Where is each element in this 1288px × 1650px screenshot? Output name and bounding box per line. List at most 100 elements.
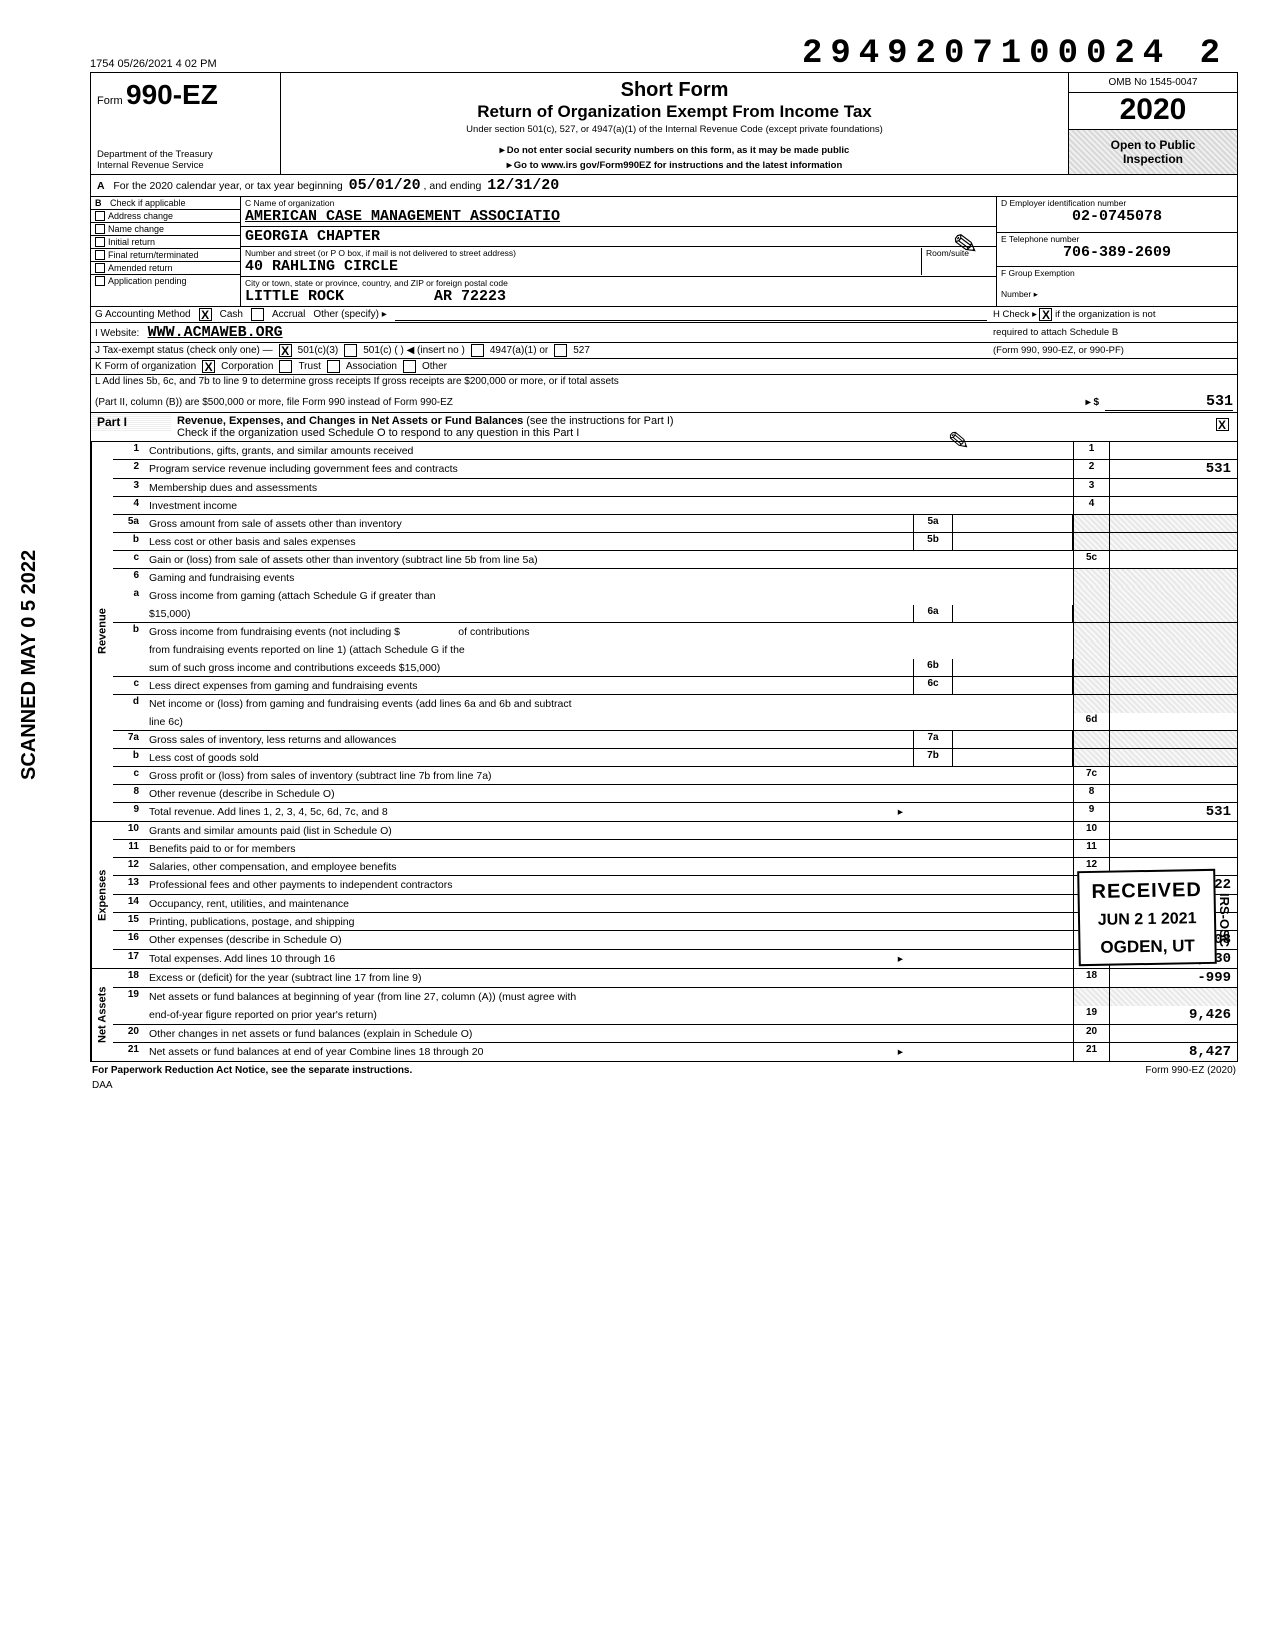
line-number: 20 — [113, 1025, 147, 1042]
form-header: Form 990-EZ Department of the Treasury I… — [91, 73, 1237, 175]
goto-url: Go to www.irs gov/Form990EZ for instruct… — [289, 160, 1060, 171]
netassets-table: 18 Excess or (deficit) for the year (sub… — [113, 969, 1237, 1061]
checkbox-527[interactable] — [554, 344, 567, 357]
checkbox-address-change[interactable] — [95, 211, 105, 221]
checkbox-501c[interactable] — [344, 344, 357, 357]
line-value — [1109, 442, 1237, 459]
checkbox-association[interactable] — [327, 360, 340, 373]
part-i-title: Revenue, Expenses, and Changes in Net As… — [177, 415, 523, 427]
line-value — [1109, 767, 1237, 784]
line-number: 18 — [113, 969, 147, 987]
checkbox-schedule-o[interactable]: X — [1216, 418, 1229, 431]
line-a-mid: , and ending — [424, 180, 482, 192]
line-h-tail1: if the organization is not — [1055, 309, 1155, 320]
line-number: 10 — [113, 822, 147, 839]
checkbox-accrual[interactable] — [251, 308, 264, 321]
line-description: Occupancy, rent, utilities, and maintena… — [147, 895, 1073, 912]
checkbox-initial-return[interactable] — [95, 237, 105, 247]
table-row: 6 Gaming and fundraising events — [113, 569, 1237, 587]
table-row: 20 Other changes in net assets or fund b… — [113, 1025, 1237, 1043]
line-number: 14 — [113, 895, 147, 912]
line-box-number: 10 — [1073, 822, 1109, 839]
box-def: D Employer identification number 02-0745… — [997, 197, 1237, 306]
checkbox-trust[interactable] — [279, 360, 292, 373]
line-box-spacer — [1073, 515, 1109, 532]
line-number: 15 — [113, 913, 147, 930]
table-row: 2 Program service revenue including gove… — [113, 460, 1237, 479]
line-number: 5a — [113, 515, 147, 532]
opt-501c3: 501(c)(3) — [298, 345, 339, 356]
checkbox-corporation[interactable]: X — [202, 360, 215, 373]
mid-box-number: 6b — [913, 659, 953, 676]
line-number: d — [113, 695, 147, 713]
mid-box-number: 5b — [913, 533, 953, 550]
line-h-tail3: (Form 990, 990-EZ, or 990-PF) — [993, 345, 1233, 356]
line-j-label: J Tax-exempt status (check only one) — — [95, 345, 273, 356]
line-description: Grants and similar amounts paid (list in… — [147, 822, 1073, 839]
line-box-spacer — [1073, 677, 1109, 694]
checkbox-amended[interactable] — [95, 263, 105, 273]
other-specify-line[interactable] — [395, 309, 987, 321]
line-number: 9 — [113, 803, 147, 821]
line-value: -999 — [1109, 969, 1237, 987]
checkbox-cash[interactable]: X — [199, 308, 212, 321]
checkbox-final-return[interactable] — [95, 250, 105, 260]
line-description: Total revenue. Add lines 1, 2, 3, 4, 5c,… — [147, 803, 1073, 821]
line-value-spacer — [1109, 569, 1237, 587]
table-row: 3 Membership dues and assessments 3 — [113, 479, 1237, 497]
org-street: 40 RAHLING CIRCLE — [245, 258, 398, 275]
table-row: 12 Salaries, other compensation, and emp… — [113, 858, 1237, 876]
checkbox-app-pending[interactable] — [95, 276, 105, 286]
checkbox-501c3[interactable]: X — [279, 344, 292, 357]
line-value — [1109, 840, 1237, 857]
tax-year: 2020 — [1069, 93, 1237, 130]
table-row: $15,000) 6a — [113, 605, 1237, 623]
dln-number: 2949207100024 2 — [802, 35, 1228, 73]
line-g-h: G Accounting Method X Cash Accrual Other… — [91, 307, 1237, 323]
website-value: WWW.ACMAWEB.ORG — [148, 324, 283, 341]
table-row: 21 Net assets or fund balances at end of… — [113, 1043, 1237, 1061]
line-description: Other changes in net assets or fund bala… — [147, 1025, 1073, 1042]
line-description: Total expenses. Add lines 10 through 16▸ — [147, 950, 1073, 968]
opt-other-org: Other — [422, 361, 447, 372]
line-description: Gaming and fundraising events — [147, 569, 1073, 587]
opt-other: Other (specify) ▸ — [313, 309, 386, 320]
table-row: 16 Other expenses (describe in Schedule … — [113, 931, 1237, 950]
line-i: I Website: WWW.ACMAWEB.ORG required to a… — [91, 323, 1237, 343]
part-i-tab: Part I — [91, 413, 171, 431]
line-number: b — [113, 623, 147, 641]
lbl-app-pending: Application pending — [108, 276, 187, 286]
line-description: Less direct expenses from gaming and fun… — [147, 677, 913, 694]
line-value: 531 — [1109, 460, 1237, 478]
line-box-spacer — [1073, 533, 1109, 550]
line-description: Professional fees and other payments to … — [147, 876, 1073, 894]
line-value — [1109, 551, 1237, 568]
line-value: 8,427 — [1109, 1043, 1237, 1061]
line-box-number: 7c — [1073, 767, 1109, 784]
line-box-number: 21 — [1073, 1043, 1109, 1061]
table-row: 18 Excess or (deficit) for the year (sub… — [113, 969, 1237, 988]
part-i-header: Part I Revenue, Expenses, and Changes in… — [91, 413, 1237, 442]
checkbox-other-org[interactable] — [403, 360, 416, 373]
line-l: L Add lines 5b, 6c, and 7b to line 9 to … — [91, 375, 1237, 413]
line-box-number: 9 — [1073, 803, 1109, 821]
line-number: 3 — [113, 479, 147, 496]
table-row: 9 Total revenue. Add lines 1, 2, 3, 4, 5… — [113, 803, 1237, 821]
line-i-label: I Website: — [95, 328, 139, 339]
form-subtitle: Under section 501(c), 527, or 4947(a)(1)… — [289, 124, 1060, 135]
form-container: Form 990-EZ Department of the Treasury I… — [90, 72, 1238, 1062]
line-number: 6 — [113, 569, 147, 587]
opt-4947: 4947(a)(1) or — [490, 345, 548, 356]
table-row: 15 Printing, publications, postage, and … — [113, 913, 1237, 931]
line-number: b — [113, 533, 147, 550]
org-city: LITTLE ROCK AR 72223 — [245, 288, 506, 305]
line-number: 11 — [113, 840, 147, 857]
checkbox-schedule-b[interactable]: X — [1039, 308, 1052, 321]
line-l-arrow: ▸ $ — [1059, 397, 1099, 408]
checkbox-4947[interactable] — [471, 344, 484, 357]
checkbox-name-change[interactable] — [95, 224, 105, 234]
line-box-spacer — [1073, 749, 1109, 766]
received-stamp: RECEIVED JUN 2 1 2021 OGDEN, UT — [1077, 869, 1217, 966]
received-date: JUN 2 1 2021 — [1092, 910, 1203, 930]
line-number: c — [113, 551, 147, 568]
